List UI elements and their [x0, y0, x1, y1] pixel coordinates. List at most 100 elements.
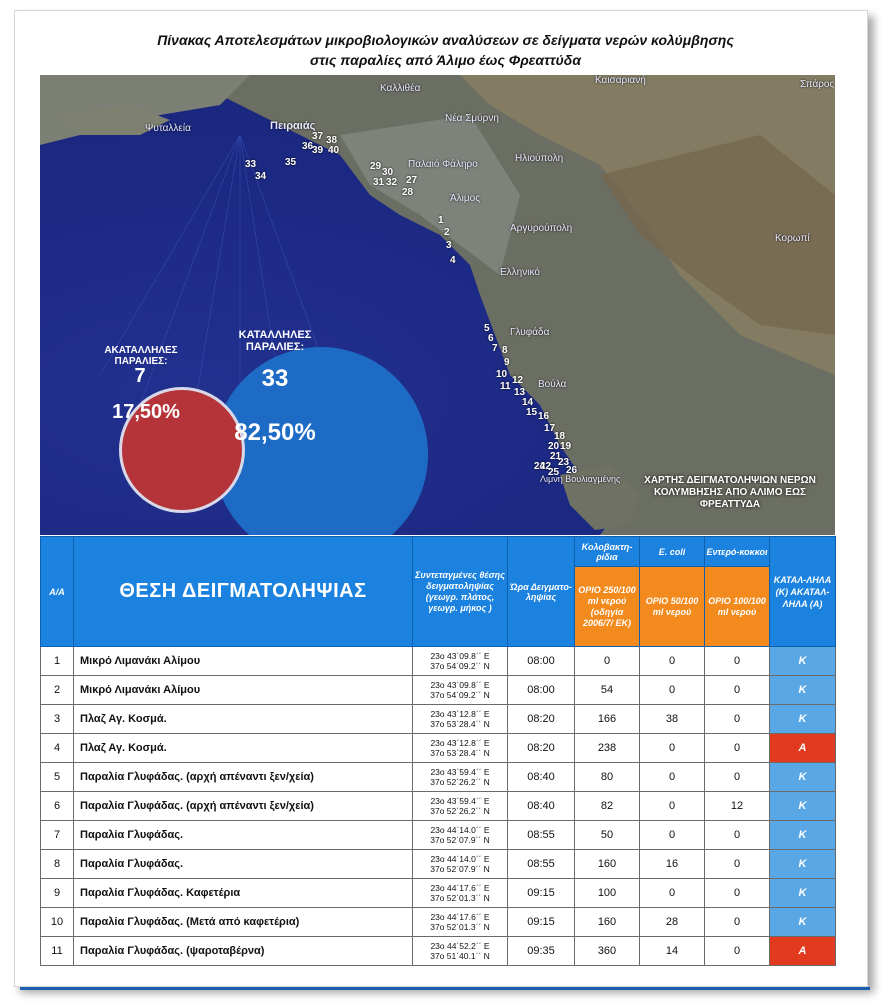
header-entero-limit: ΟΡΙΟ 100/100 ml νερού	[704, 566, 770, 647]
coordinates: 23ο 44΄14.0΄΄ Ε 37ο 52΄07.9΄΄ Ν	[412, 849, 508, 879]
suitability-status: Κ	[769, 907, 836, 937]
header-ecoli: Ε. coli	[639, 536, 705, 567]
beach-number: 8	[502, 345, 508, 356]
coordinates: 23ο 44΄14.0΄΄ Ε 37ο 52΄07.9΄΄ Ν	[412, 820, 508, 850]
beach-number: 21	[550, 451, 562, 462]
coliform-value: 238	[574, 733, 640, 763]
coordinates: 23ο 43΄59.4΄΄ Ε 37ο 52΄26.2΄΄ Ν	[412, 762, 508, 792]
suitable-count: 33	[261, 365, 289, 392]
suitability-status: Κ	[769, 849, 836, 879]
table-row: 5 Παραλία Γλυφάδας. (αρχή απέναντι ξεν/χε…	[40, 762, 836, 792]
place-label: Άλιμος	[450, 193, 481, 204]
sampling-position: Παραλία Γλυφάδας. (Μετά από καφετέρια)	[73, 907, 413, 937]
row-number: 7	[40, 820, 74, 850]
suitability-status: Κ	[769, 820, 836, 850]
sampling-time: 08:20	[507, 733, 575, 763]
table-row: 3 Πλαζ Αγ. Κοσμά. 23ο 43΄12.8΄΄ Ε 37ο 53΄2…	[40, 704, 836, 734]
sampling-position: Παραλία Γλυφάδας. Καφετέρια	[73, 878, 413, 908]
beach-number: 12	[512, 375, 524, 386]
beach-number: 28	[402, 187, 414, 198]
sampling-position: Παραλία Γλυφάδας. (αρχή απέναντι ξεν/χεί…	[73, 791, 413, 821]
place-label: Καλλιθέα	[380, 83, 421, 94]
sampling-time: 08:20	[507, 704, 575, 734]
coliform-value: 160	[574, 907, 640, 937]
beach-number: 39	[312, 145, 324, 156]
beach-number: 23	[558, 457, 570, 468]
beach-number: 19	[560, 441, 572, 452]
beach-number: 15	[526, 407, 538, 418]
sampling-time: 09:15	[507, 878, 575, 908]
ecoli-value: 16	[639, 849, 705, 879]
coliform-value: 160	[574, 849, 640, 879]
enterococci-value: 12	[704, 791, 770, 821]
table-row: 10 Παραλία Γλυφάδας. (Μετά από καφετέρια)…	[40, 907, 836, 937]
suitability-status: Κ	[769, 878, 836, 908]
ecoli-value: 38	[639, 704, 705, 734]
place-label: Καισαριανή	[595, 75, 646, 86]
beach-number: 26	[566, 465, 578, 476]
row-number: 6	[40, 791, 74, 821]
beach-number: 9	[504, 357, 510, 368]
header-coliform: Κολοβακτη-ρίδια	[574, 536, 640, 567]
suitability-status: Κ	[769, 704, 836, 734]
coordinates: 23ο 43΄59.4΄΄ Ε 37ο 52΄26.2΄΄ Ν	[412, 791, 508, 821]
row-number: 1	[40, 646, 74, 676]
beach-number: 5	[484, 323, 490, 334]
coordinates: 23ο 43΄09.8΄΄ Ε 37ο 54΄09.2΄΄ Ν	[412, 675, 508, 705]
beach-number: 37	[312, 131, 324, 142]
coliform-value: 360	[574, 936, 640, 966]
coordinates: 23ο 43΄09.8΄΄ Ε 37ο 54΄09.2΄΄ Ν	[412, 646, 508, 676]
beach-number: 29	[370, 161, 382, 172]
beach-number: 3	[446, 240, 452, 251]
beach-number: 14	[522, 397, 534, 408]
table-row: 6 Παραλία Γλυφάδας. (αρχή απέναντι ξεν/χε…	[40, 791, 836, 821]
place-label: Νέα Σμύρνη	[445, 113, 499, 124]
sampling-position: Πλαζ Αγ. Κοσμά.	[73, 704, 413, 734]
table-row: 2 Μικρό Λιμανάκι Αλίμου 23ο 43΄09.8΄΄ Ε 37…	[40, 675, 836, 705]
sampling-time: 08:55	[507, 820, 575, 850]
row-number: 8	[40, 849, 74, 879]
sampling-time: 08:55	[507, 849, 575, 879]
unsuitable-count: 7	[134, 365, 146, 387]
coordinates: 23ο 44΄52.2΄΄ Ε 37ο 51΄40.1΄΄ Ν	[412, 936, 508, 966]
place-label: Ψυταλλεία	[145, 123, 191, 134]
sampling-position: Παραλία Γλυφάδας. (ψαροταβέρνα)	[73, 936, 413, 966]
ecoli-value: 0	[639, 762, 705, 792]
beach-number: 34	[255, 171, 267, 182]
header-time: Ώρα Δειγματο-ληψίας	[507, 536, 575, 647]
ecoli-value: 14	[639, 936, 705, 966]
enterococci-value: 0	[704, 820, 770, 850]
table-row: 1 Μικρό Λιμανάκι Αλίμου 23ο 43΄09.8΄΄ Ε 37…	[40, 646, 836, 676]
coordinates: 23ο 44΄17.6΄΄ Ε 37ο 52΄01.3΄΄ Ν	[412, 907, 508, 937]
place-label: Ελληνικό	[500, 267, 540, 278]
bottom-rule	[20, 987, 870, 990]
place-label: Ηλιούπολη	[515, 153, 564, 164]
suitability-status: Κ	[769, 762, 836, 792]
suitable-pct: 82,50%	[234, 419, 316, 446]
row-number: 11	[40, 936, 74, 966]
beach-number: 4	[450, 255, 456, 266]
header-ecoli-limit: ΟΡΙΟ 50/100 ml νερού	[639, 566, 705, 647]
row-number: 3	[40, 704, 74, 734]
table-row: 11 Παραλία Γλυφάδας. (ψαροταβέρνα) 23ο 44΄…	[40, 936, 836, 966]
beach-number: 38	[326, 135, 338, 146]
header-coliform-limit: ΟΡΙΟ 250/100 ml νερού (οδηγία 2006/7/ ΕΚ…	[574, 566, 640, 647]
beach-number: 36	[302, 141, 314, 152]
beach-number: 18	[554, 431, 566, 442]
enterococci-value: 0	[704, 762, 770, 792]
place-label: Γλυφάδα	[510, 327, 550, 338]
beach-number: 33	[245, 159, 257, 170]
coliform-value: 54	[574, 675, 640, 705]
suitable-label: ΚΑΤΑΛΛΗΛΕΣ ΠΑΡΑΛΙΕΣ:	[238, 329, 312, 353]
ecoli-value: 28	[639, 907, 705, 937]
suitability-status: Κ	[769, 791, 836, 821]
beach-number: 10	[496, 369, 508, 380]
table-row: 8 Παραλία Γλυφάδας. 23ο 44΄14.0΄΄ Ε 37ο 52…	[40, 849, 836, 879]
place-label: Λιμνη Βουλιαγμένης	[540, 474, 621, 484]
beach-number: 13	[514, 387, 526, 398]
enterococci-value: 0	[704, 704, 770, 734]
row-number: 10	[40, 907, 74, 937]
ecoli-value: 0	[639, 791, 705, 821]
place-label: Βούλα	[538, 379, 567, 390]
sampling-position: Μικρό Λιμανάκι Αλίμου	[73, 646, 413, 676]
